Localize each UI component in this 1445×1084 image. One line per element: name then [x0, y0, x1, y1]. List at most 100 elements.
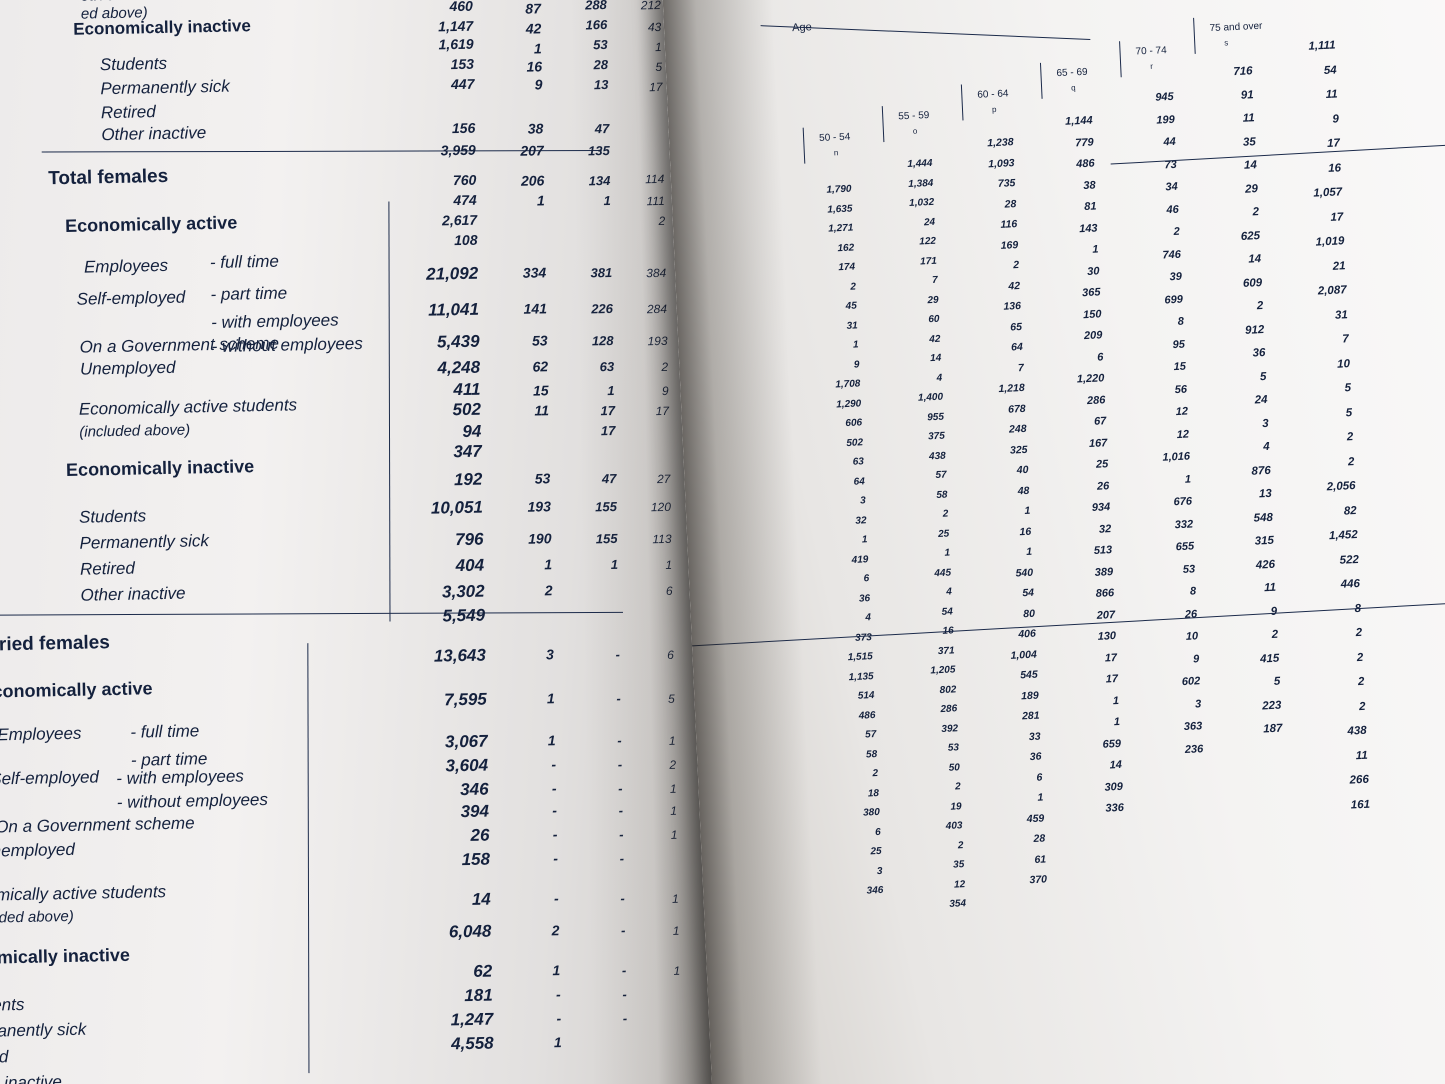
right-50-54-cell: 514	[857, 690, 875, 702]
right-total-cell: 7	[1342, 333, 1350, 346]
right-55-59-cell: 42	[929, 333, 941, 345]
right-60-64-cell: 281	[1021, 709, 1040, 723]
right-65-69-cell: 150	[1082, 307, 1102, 321]
right-total-cell: 31	[1334, 308, 1348, 322]
right-75-over-cell: 2	[1271, 628, 1279, 641]
right-total-cell: 2	[1355, 626, 1363, 640]
right-65-69-cell: 130	[1097, 630, 1117, 643]
right-total-cell: 5	[1345, 406, 1353, 419]
left-label-married-other: er inactive	[0, 1072, 63, 1084]
right-55-59-cell: 438	[928, 450, 946, 462]
right-55-59-cell: 53	[947, 742, 960, 754]
right-50-54-cell: 58	[865, 748, 878, 760]
right-age-header: 55 - 59	[898, 109, 930, 123]
right-50-54-cell: 4	[865, 612, 872, 624]
right-age-footnote: q	[1070, 83, 1076, 93]
right-age-header: 70 - 74	[1135, 45, 1167, 58]
left-label-married-fulltime: - full time	[130, 721, 200, 742]
right-total-cell: 2	[1357, 675, 1365, 689]
left-vrule-1	[388, 201, 391, 622]
right-70-74-cell: 39	[1169, 270, 1183, 284]
left-col1-cell: 5,549	[442, 605, 486, 626]
right-50-54-cell: 1,635	[827, 203, 853, 216]
right-total-cell: 2	[1356, 651, 1364, 664]
right-50-54-cell: 31	[846, 319, 858, 332]
right-total-cell: 266	[1349, 773, 1370, 787]
left-label-married-inactive: omically inactive	[0, 944, 131, 968]
right-total-cell: 1,111	[1308, 39, 1336, 53]
right-total-cell: 1,452	[1328, 528, 1358, 543]
right-75-over-cell: 11	[1263, 581, 1277, 595]
left-label-students: Students	[78, 506, 147, 527]
right-65-69-cell: 38	[1083, 178, 1096, 192]
right-60-64-cell: 6	[1036, 771, 1043, 784]
right-60-64-cell: 65	[1009, 320, 1023, 334]
right-75-over-cell: 29	[1244, 182, 1259, 196]
right-65-69-cell: 14	[1109, 758, 1123, 772]
left-vrule-2	[307, 643, 310, 1074]
right-70-74-cell: 655	[1175, 540, 1195, 554]
right-75-over-cell: 14	[1248, 253, 1262, 266]
right-65-69-cell: 167	[1088, 436, 1108, 450]
left-label-permsick-top: Permanently sick	[100, 76, 231, 99]
right-age-footnote: s	[1224, 38, 1229, 48]
right-total-cell: 11	[1325, 88, 1338, 101]
right-70-74-cell: 34	[1165, 180, 1178, 194]
left-label-married-active-students: omically active students	[0, 882, 167, 905]
right-65-69-cell: 934	[1091, 501, 1111, 514]
right-55-59-cell: 1,032	[908, 196, 935, 209]
right-age-header: 65 - 69	[1056, 66, 1088, 80]
right-75-over-cell: 4	[1262, 440, 1270, 454]
right-50-54-cell: 1	[852, 339, 859, 351]
right-75-over-cell: 91	[1240, 88, 1254, 102]
right-70-74-cell: 56	[1174, 383, 1188, 396]
right-55-59-cell: 375	[927, 430, 946, 443]
right-50-54-cell: 63	[852, 456, 865, 468]
right-60-64-cell: 1,218	[998, 381, 1025, 396]
right-65-69-cell: 389	[1094, 565, 1114, 579]
right-age-header: 50 - 54	[818, 131, 851, 144]
right-total-cell: 2	[1358, 700, 1366, 713]
right-55-59-cell: 802	[939, 683, 957, 696]
right-50-54-cell: 18	[867, 787, 880, 799]
right-75-over-cell: 415	[1259, 652, 1280, 666]
right-total-cell: 446	[1340, 577, 1361, 591]
left-label-active-students: Economically active students	[78, 395, 298, 419]
left-label-married-active-students-note: luded above)	[0, 907, 74, 927]
right-60-64-cell: 48	[1017, 484, 1030, 497]
right-75-over-cell: 716	[1233, 65, 1253, 79]
right-age-divider	[881, 106, 885, 143]
right-total-cell: 2	[1347, 455, 1355, 468]
left-label-parttime: - part time	[210, 283, 288, 305]
right-60-64-cell: 1,238	[987, 136, 1014, 150]
right-65-69-cell: 866	[1095, 587, 1115, 600]
right-60-64-cell: 40	[1016, 463, 1029, 477]
right-60-64-cell: 64	[1010, 340, 1024, 354]
right-70-74-cell: 199	[1156, 113, 1175, 127]
right-total-cell: 54	[1323, 63, 1337, 77]
left-col1-cell: 347	[453, 441, 482, 462]
right-55-59-cell: 122	[919, 235, 937, 248]
right-65-69-cell: 1	[1092, 243, 1099, 256]
right-70-74-cell: 12	[1176, 428, 1190, 441]
right-50-54-cell: 32	[855, 514, 867, 527]
right-total-cell: 161	[1350, 798, 1371, 812]
right-50-54-cell: 2	[850, 280, 857, 293]
right-60-64-cell: 370	[1029, 873, 1048, 887]
left-col1-cell: 108	[454, 231, 478, 249]
right-70-74-cell: 602	[1181, 675, 1201, 689]
right-55-59-cell: 1,444	[907, 157, 933, 171]
right-55-59-cell: 4	[936, 372, 943, 384]
right-total-cell: 1,019	[1315, 235, 1345, 249]
right-55-59-cell: 1,400	[917, 391, 944, 404]
right-55-59-cell: 14	[929, 352, 942, 365]
right-75-over-cell: 2	[1252, 206, 1260, 219]
right-age-header: 60 - 64	[977, 88, 1009, 101]
left-label-govt-scheme: On a Government scheme	[79, 333, 280, 357]
right-65-69-cell: 286	[1086, 393, 1106, 407]
right-age-header: 75 and over	[1209, 20, 1263, 35]
right-total-cell: 10	[1336, 357, 1351, 371]
right-75-over-cell: 35	[1242, 135, 1257, 149]
right-age-footnote: n	[833, 148, 839, 158]
